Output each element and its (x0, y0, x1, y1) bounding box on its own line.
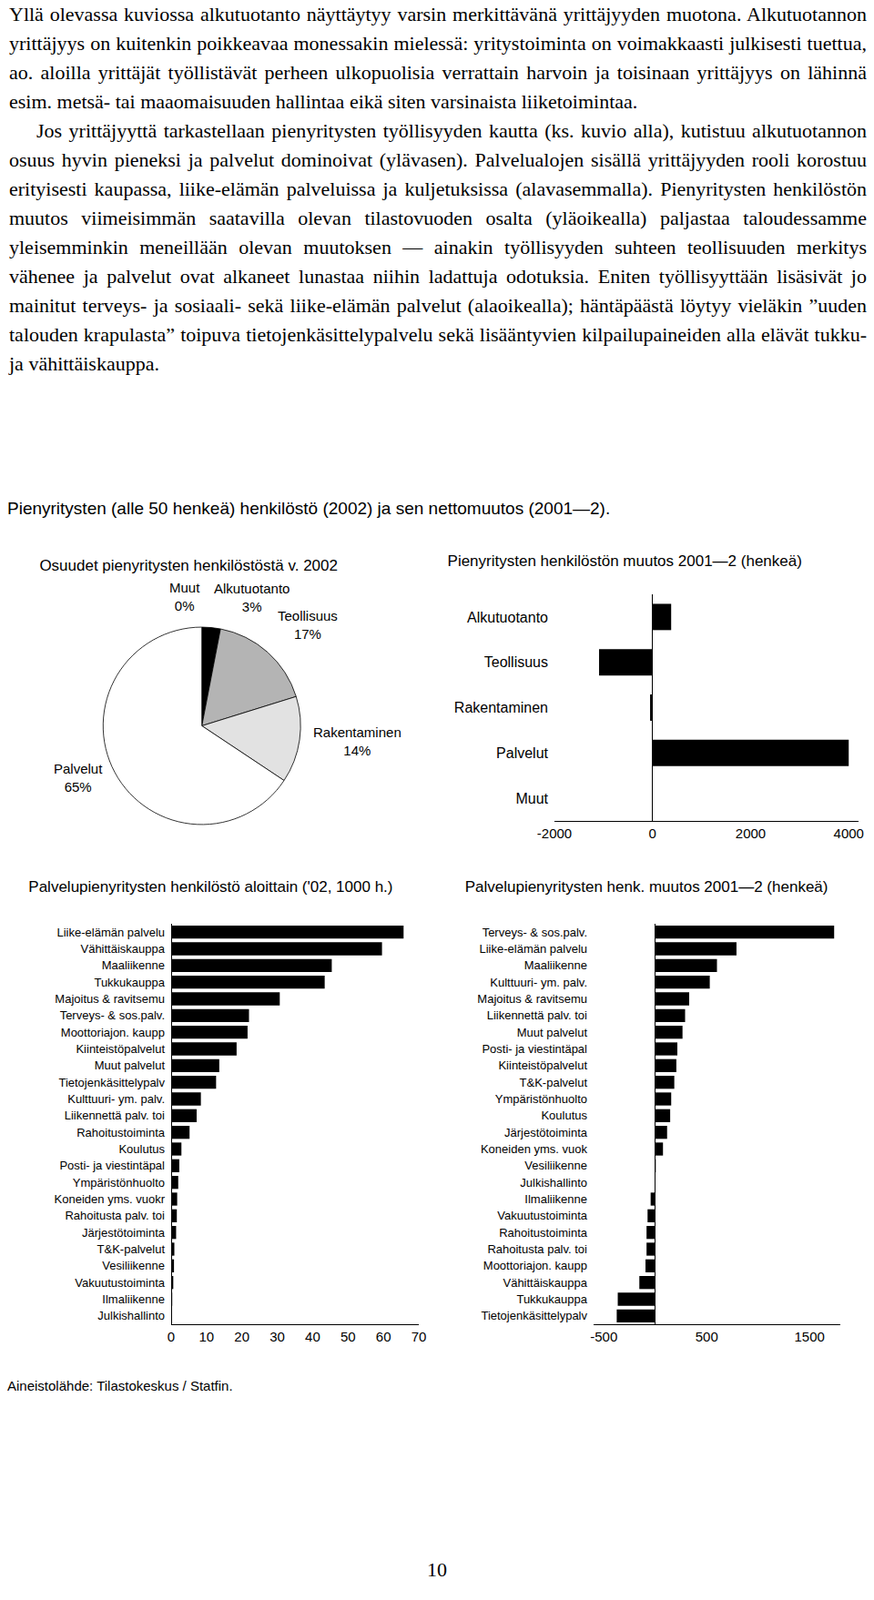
svg-text:Kiinteistöpalvelut: Kiinteistöpalvelut (497, 1058, 588, 1073)
svg-text:Muut palvelut: Muut palvelut (94, 1058, 166, 1073)
svg-text:Kiinteistöpalvelut: Kiinteistöpalvelut (75, 1042, 165, 1057)
svg-text:20: 20 (233, 1329, 250, 1345)
svg-text:-2000: -2000 (537, 825, 572, 842)
svg-text:10: 10 (199, 1329, 215, 1345)
svg-text:40: 40 (304, 1329, 321, 1345)
svg-text:Palvelut65%: Palvelut65% (53, 761, 103, 795)
svg-text:Ilmaliikenne: Ilmaliikenne (101, 1292, 165, 1307)
svg-text:60: 60 (376, 1329, 392, 1345)
svg-text:Koulutus: Koulutus (118, 1142, 165, 1157)
svg-text:-500: -500 (589, 1329, 618, 1345)
svg-text:Palvelut: Palvelut (496, 745, 549, 762)
svg-text:Moottoriajon. kaupp: Moottoriajon. kaupp (483, 1259, 588, 1273)
svg-text:1500: 1500 (793, 1329, 824, 1345)
svg-text:500: 500 (695, 1329, 719, 1345)
html-text:Yllä olevassa kuviossa alkutuo: Yllä olevassa kuviossa alkutuotanto näyt… (9, 2, 867, 113)
svg-text:0: 0 (167, 1329, 175, 1345)
svg-text:Vesiliikenne: Vesiliikenne (101, 1259, 165, 1273)
svg-text:Terveys- & sos.palv.: Terveys- & sos.palv. (482, 925, 588, 940)
svg-text:Vesiliikenne: Vesiliikenne (524, 1158, 588, 1173)
svg-text:Maaliikenne: Maaliikenne (101, 958, 165, 973)
svg-text:Vähittäiskauppa: Vähittäiskauppa (80, 942, 165, 956)
svg-text:Liikennettä palv. toi: Liikennettä palv. toi (64, 1108, 165, 1123)
svg-text:Terveys- & sos.palv.: Terveys- & sos.palv. (60, 1008, 165, 1023)
svg-text:Vähittäiskauppa: Vähittäiskauppa (502, 1276, 588, 1291)
svg-text:Tukkukauppa: Tukkukauppa (93, 975, 165, 990)
svg-text:Osuudet pienyritysten henkilös: Osuudet pienyritysten henkilöstöstä v. 2… (39, 557, 338, 575)
svg-text:Koneiden yms. vuokr: Koneiden yms. vuokr (54, 1192, 166, 1207)
svg-text:Vakuutustoiminta: Vakuutustoiminta (497, 1209, 589, 1223)
svg-text:Rakentaminen14%: Rakentaminen14% (313, 724, 402, 759)
html-text:Jos yrittäjyyttä tarkastellaan: Jos yrittäjyyttä tarkastellaan pienyrity… (9, 119, 867, 376)
svg-text:2000: 2000 (735, 825, 766, 842)
svg-text:Moottoriajon. kaupp: Moottoriajon. kaupp (60, 1026, 165, 1040)
svg-text:Rakentaminen: Rakentaminen (454, 700, 549, 716)
html-text:Pienyritysten (alle 50 henkeä): Pienyritysten (alle 50 henkeä) henkilöst… (7, 498, 611, 519)
svg-text:Alkutuotanto3%: Alkutuotanto3% (213, 580, 290, 615)
svg-text:Majoitus & ravitsemu: Majoitus & ravitsemu (477, 992, 588, 1007)
svg-text:Julkishallinto: Julkishallinto (97, 1309, 165, 1323)
svg-text:Teollisuus17%: Teollisuus17% (277, 608, 338, 642)
svg-text:Koulutus: Koulutus (540, 1108, 588, 1123)
svg-text:Maaliikenne: Maaliikenne (524, 958, 588, 973)
svg-text:4000: 4000 (833, 825, 864, 842)
svg-text:Järjestötoiminta: Järjestötoiminta (504, 1126, 589, 1140)
html-text:10: 10 (426, 1558, 448, 1582)
svg-text:Muut: Muut (515, 791, 549, 807)
svg-text:Vakuutustoiminta: Vakuutustoiminta (74, 1276, 166, 1291)
svg-text:50: 50 (340, 1329, 356, 1345)
svg-text:Liike-elämän palvelu: Liike-elämän palvelu (478, 942, 588, 956)
svg-text:Tietojenkäsittelypalv: Tietojenkäsittelypalv (58, 1076, 165, 1090)
svg-text:Ympäristönhuolto: Ympäristönhuolto (72, 1176, 165, 1190)
svg-text:Pienyritysten henkilöstön muut: Pienyritysten henkilöstön muutos 2001—2 … (447, 552, 803, 570)
svg-text:Ilmaliikenne: Ilmaliikenne (524, 1192, 588, 1207)
svg-text:Rahoitusta palv. toi: Rahoitusta palv. toi (64, 1209, 165, 1223)
html-text:Aineistolähde: Tilastokeskus /: Aineistolähde: Tilastokeskus / Statfin. (7, 1378, 233, 1394)
svg-text:Muut0%: Muut0% (169, 579, 201, 614)
svg-text:Kulttuuri- ym. palv.: Kulttuuri- ym. palv. (489, 975, 588, 990)
svg-text:Tukkukauppa: Tukkukauppa (516, 1292, 588, 1307)
svg-text:Tietojenkäsittelypalv: Tietojenkäsittelypalv (480, 1309, 588, 1323)
svg-text:Posti- ja viestintäpal: Posti- ja viestintäpal (481, 1042, 588, 1057)
svg-text:Julkishallinto: Julkishallinto (519, 1176, 588, 1190)
svg-text:Järjestötoiminta: Järjestötoiminta (81, 1226, 166, 1240)
svg-text:Kulttuuri- ym. palv.: Kulttuuri- ym. palv. (67, 1092, 165, 1107)
svg-text:Rahoitusta palv. toi: Rahoitusta palv. toi (487, 1242, 588, 1257)
svg-text:Liike-elämän palvelu: Liike-elämän palvelu (56, 925, 165, 940)
svg-text:70: 70 (411, 1329, 427, 1345)
svg-text:Ympäristönhuolto: Ympäristönhuolto (495, 1092, 588, 1107)
svg-text:Majoitus & ravitsemu: Majoitus & ravitsemu (54, 992, 165, 1007)
svg-text:30: 30 (269, 1329, 285, 1345)
svg-text:Posti- ja viestintäpal: Posti- ja viestintäpal (59, 1158, 165, 1173)
svg-text:Palvelupienyritysten henkilöst: Palvelupienyritysten henkilöstö aloittai… (28, 878, 393, 896)
svg-text:Palvelupienyritysten henk. muu: Palvelupienyritysten henk. muutos 2001—2… (465, 878, 829, 896)
svg-text:Rahoitustoiminta: Rahoitustoiminta (498, 1226, 589, 1240)
svg-text:Liikennettä palv. toi: Liikennettä palv. toi (487, 1008, 588, 1023)
svg-text:T&K-palvelut: T&K-palvelut (97, 1242, 166, 1257)
svg-text:Muut palvelut: Muut palvelut (517, 1026, 589, 1040)
svg-text:Koneiden yms. vuok: Koneiden yms. vuok (480, 1142, 589, 1157)
svg-text:0: 0 (649, 825, 657, 842)
svg-text:Teollisuus: Teollisuus (484, 654, 549, 671)
svg-text:Alkutuotanto: Alkutuotanto (467, 609, 549, 626)
svg-text:T&K-palvelut: T&K-palvelut (519, 1076, 589, 1090)
svg-text:Rahoitustoiminta: Rahoitustoiminta (76, 1126, 166, 1140)
